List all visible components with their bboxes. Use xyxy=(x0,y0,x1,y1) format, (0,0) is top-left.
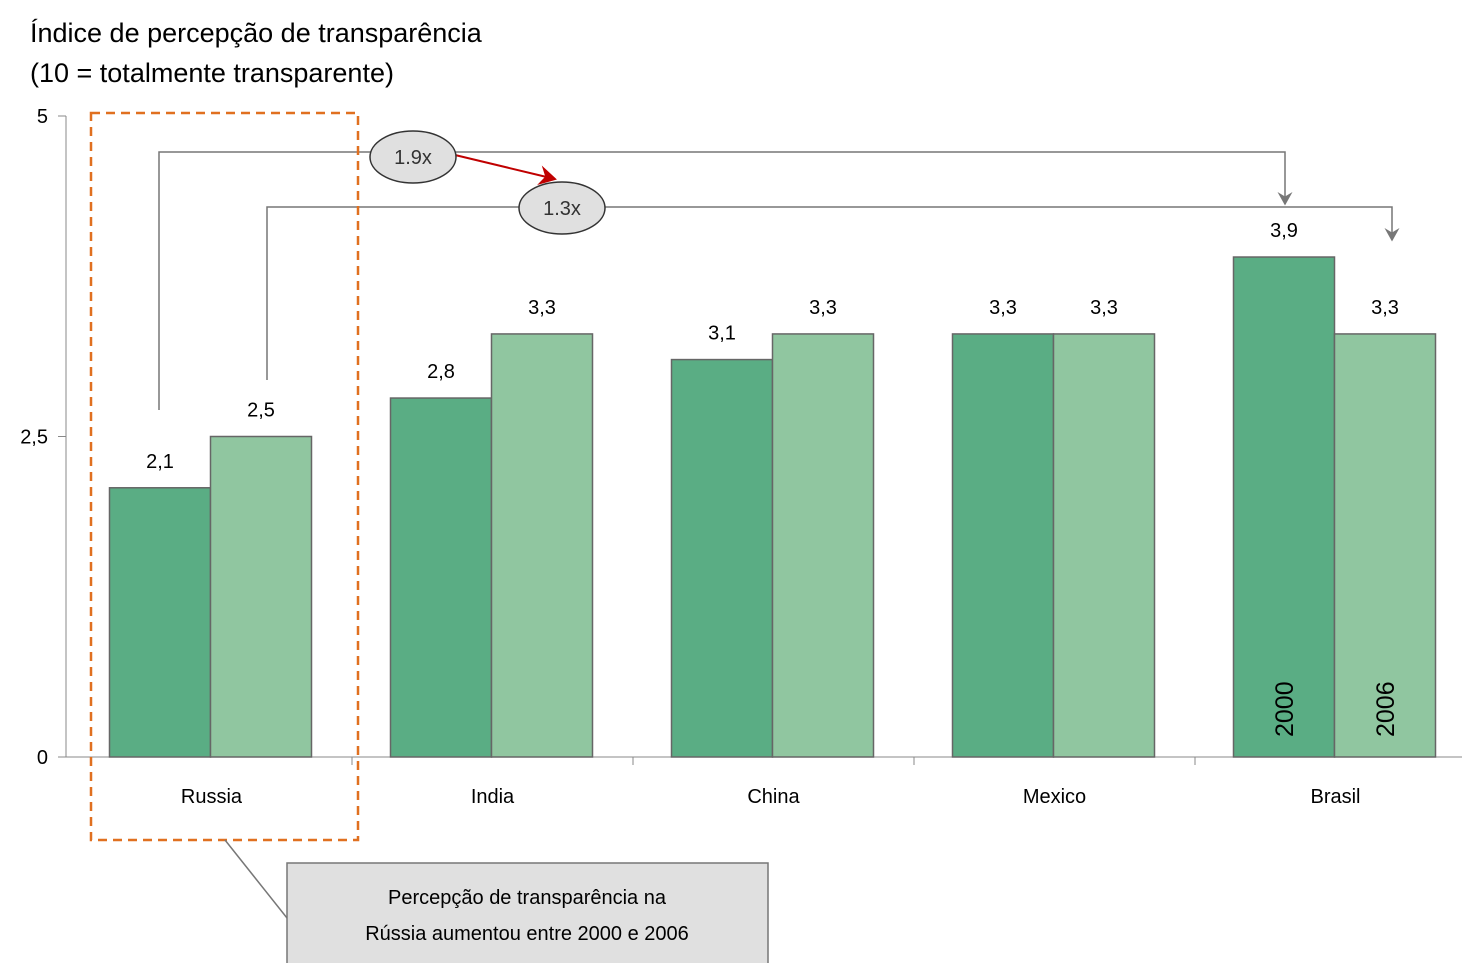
value-label: 3,1 xyxy=(708,323,736,345)
bar xyxy=(1052,333,1156,758)
callout-text: Rússia aumentou entre 2000 e 2006 xyxy=(365,923,689,945)
value-label: 3,3 xyxy=(528,297,556,319)
connector xyxy=(266,206,1400,380)
connector xyxy=(158,151,1293,410)
value-label: 3,3 xyxy=(809,297,837,319)
value-label: 2,5 xyxy=(247,400,275,422)
bar xyxy=(1333,333,1437,758)
value-label: 3,3 xyxy=(1371,297,1399,319)
callout-text: Percepção de transparência na xyxy=(388,887,667,909)
value-label: 3,3 xyxy=(989,297,1017,319)
bar xyxy=(490,333,594,758)
x-tick-label: India xyxy=(471,786,515,808)
value-label: 2,8 xyxy=(427,361,455,383)
callout-line xyxy=(224,839,288,919)
x-tick-label: China xyxy=(747,786,800,808)
bar xyxy=(951,333,1055,758)
annotation: 1.3x xyxy=(543,198,581,220)
annotation-bubble xyxy=(369,130,457,184)
chart-subtitle: (10 = totalmente transparente) xyxy=(30,58,394,88)
annotation: 1.9x xyxy=(394,147,432,169)
value-label: 2,1 xyxy=(146,451,174,473)
y-tick-label: 5 xyxy=(37,106,48,128)
bar xyxy=(108,487,212,758)
bar xyxy=(670,358,774,758)
legend-label: 2006 xyxy=(1372,681,1400,737)
arrow xyxy=(454,154,557,185)
highlight-box xyxy=(89,111,360,842)
annotation-bubble xyxy=(518,181,606,235)
x-tick-label: Mexico xyxy=(1023,786,1086,808)
legend-label: 2000 xyxy=(1271,681,1299,737)
value-label: 3,9 xyxy=(1270,220,1298,242)
bar xyxy=(389,397,493,758)
callout-box xyxy=(286,862,769,963)
bar xyxy=(771,333,875,758)
y-tick-label: 0 xyxy=(37,747,48,769)
chart-title: Índice de percepção de transparência xyxy=(30,18,483,48)
bar xyxy=(209,435,313,758)
x-tick-label: Russia xyxy=(181,786,243,808)
value-label: 3,3 xyxy=(1090,297,1118,319)
x-tick-label: Brasil xyxy=(1310,786,1360,808)
y-tick-label: 2,5 xyxy=(20,427,48,449)
